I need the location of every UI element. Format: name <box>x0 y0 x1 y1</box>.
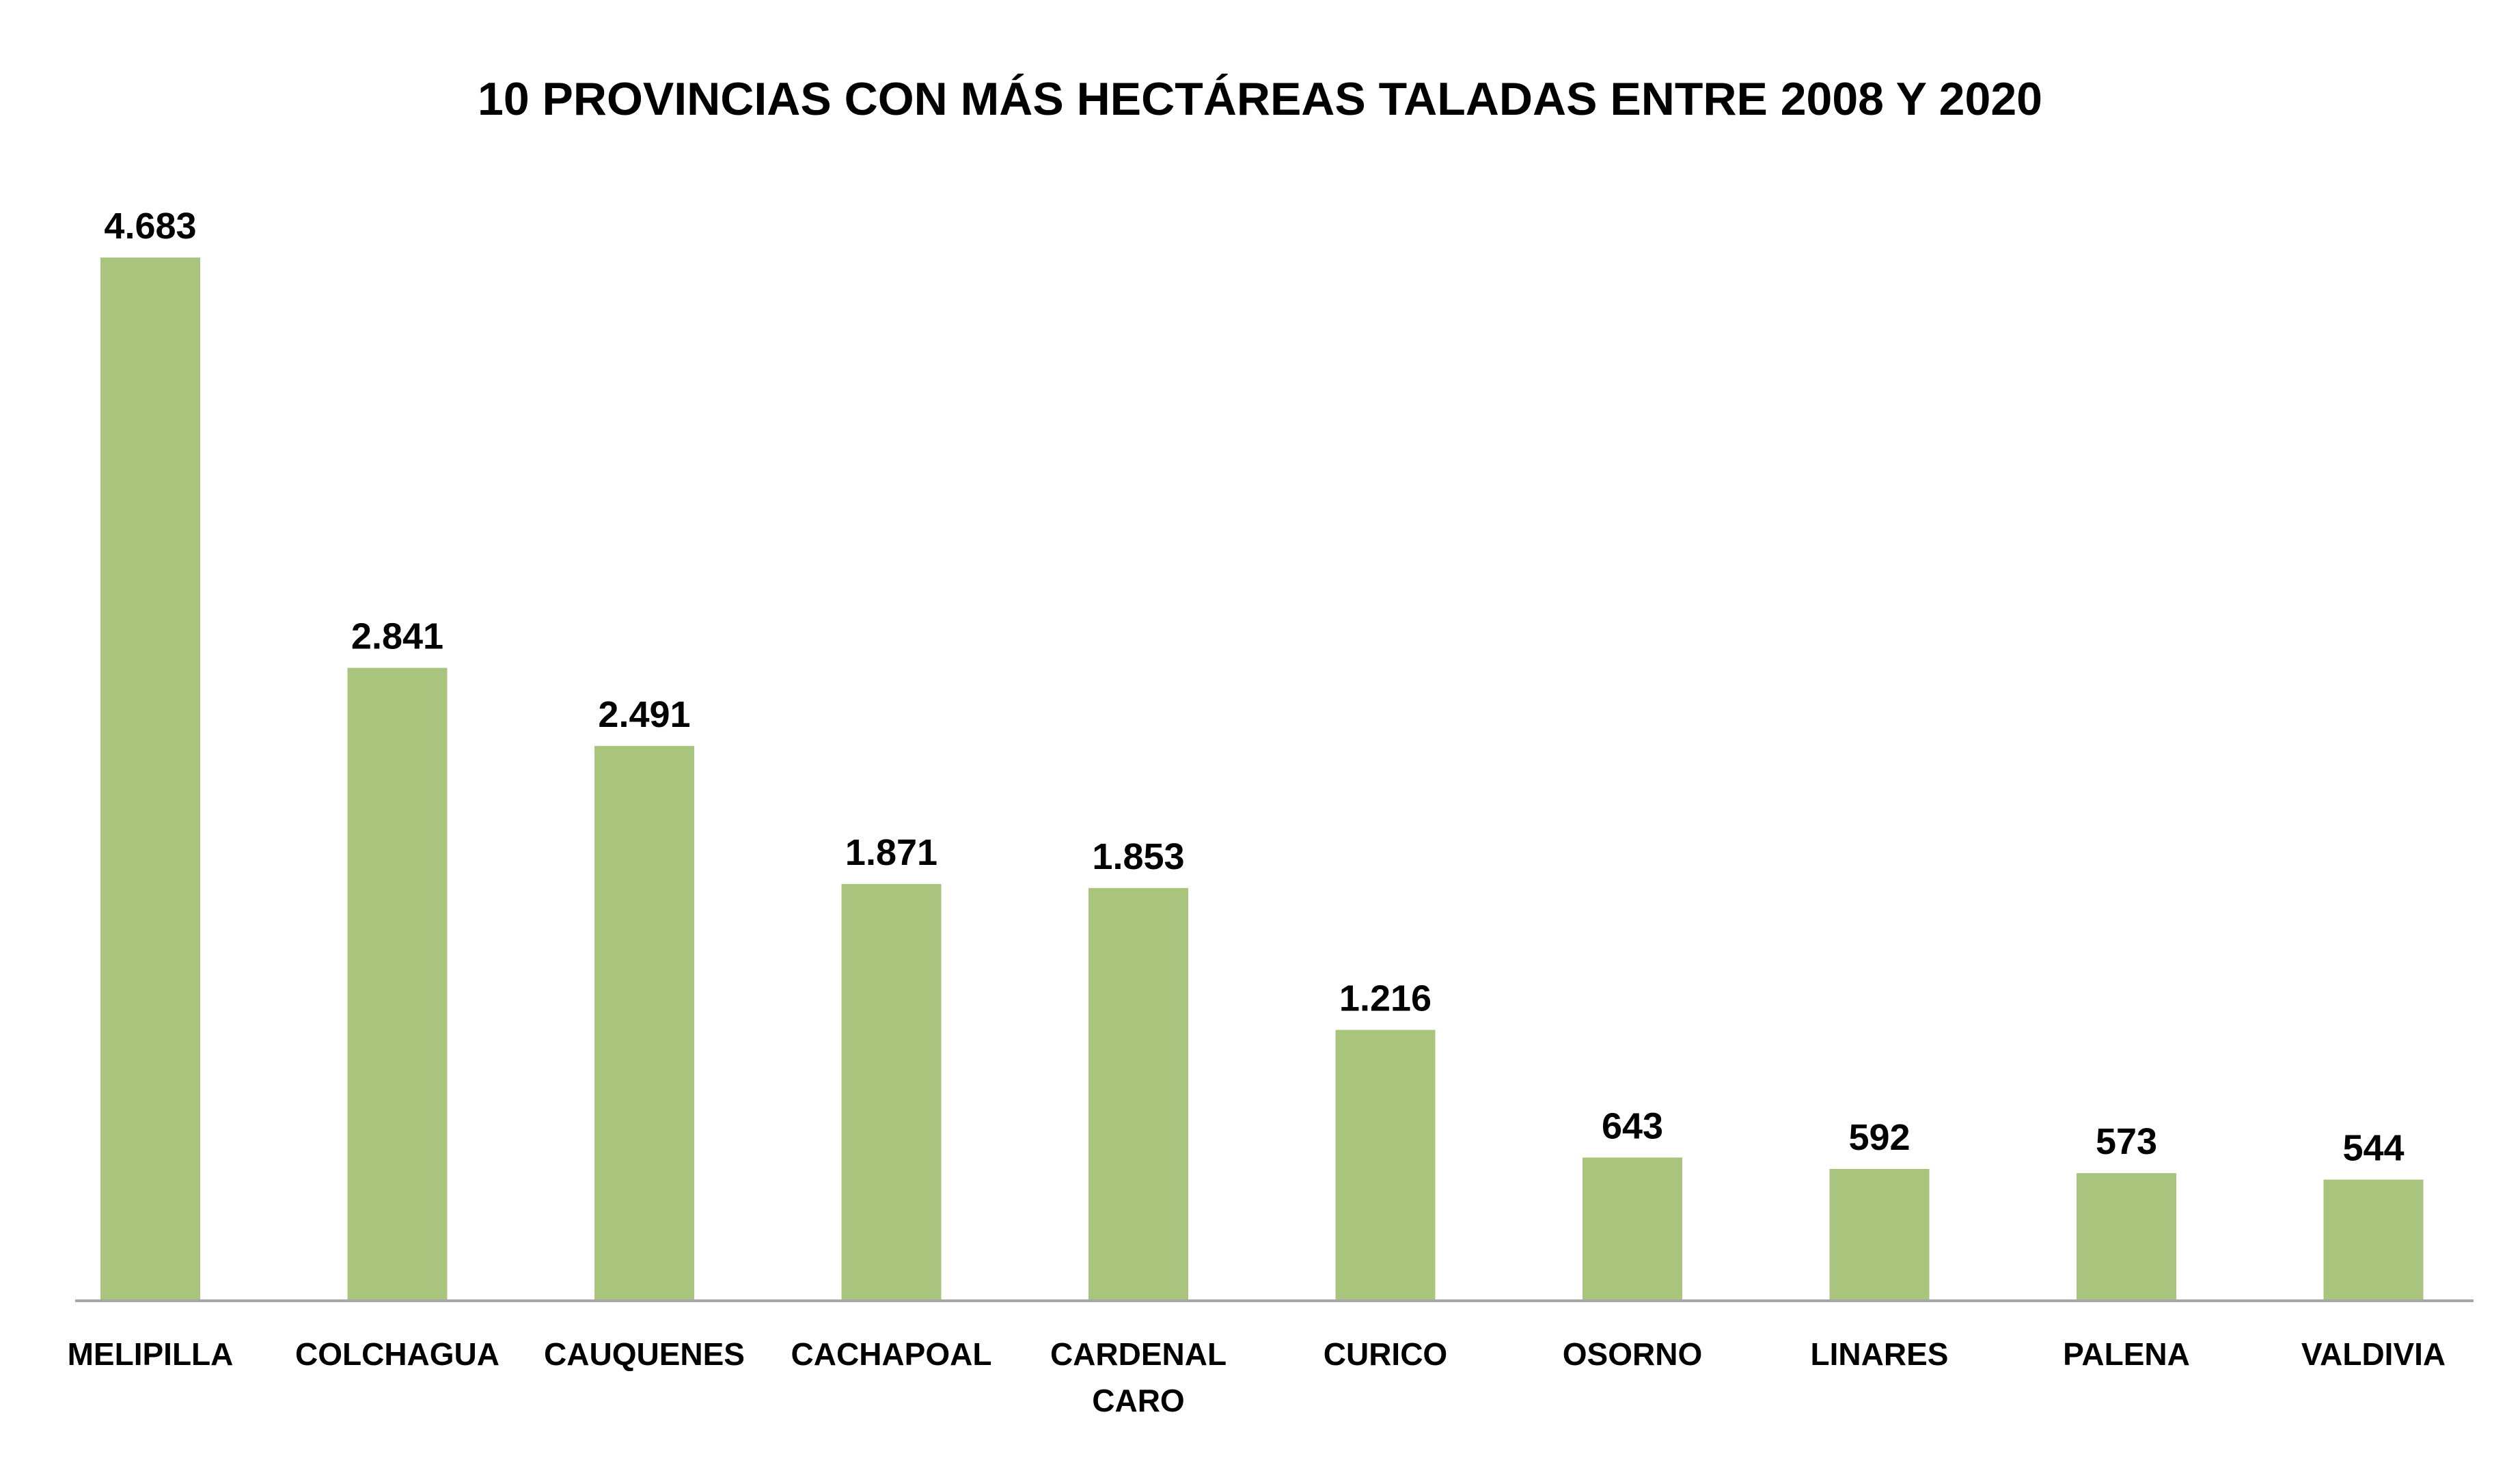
bar-value-label: 592 <box>1848 1117 1910 1158</box>
bar-value-label: 1.853 <box>1092 836 1184 877</box>
bar <box>1335 1030 1436 1301</box>
category-label: CARDENAL <box>1050 1336 1227 1372</box>
bar <box>2077 1173 2176 1301</box>
bar <box>2323 1179 2424 1301</box>
bar <box>594 745 694 1301</box>
bar-value-label: 2.491 <box>598 694 690 735</box>
category-label: CARO <box>1092 1383 1184 1418</box>
bar-value-label: 4.683 <box>104 206 196 247</box>
category-label: CURICO <box>1324 1336 1447 1372</box>
bars-group <box>100 258 2424 1301</box>
bar <box>1088 887 1188 1301</box>
bar-value-label: 544 <box>2342 1128 2404 1169</box>
bar-value-label: 2.841 <box>351 616 443 657</box>
category-label: PALENA <box>2063 1336 2190 1372</box>
bar-value-label: 1.216 <box>1339 978 1432 1019</box>
bar-value-label: 573 <box>2096 1121 2157 1162</box>
bar <box>347 667 448 1301</box>
bar <box>841 883 942 1301</box>
bar <box>1583 1157 1682 1301</box>
chart-title: 10 PROVINCIAS CON MÁS HECTÁREAS TALADAS … <box>478 73 2042 125</box>
category-labels-group: MELIPILLA COLCHAGUA CAUQUENES CACHAPOAL CARD… <box>68 1336 2446 1418</box>
category-label: CACHAPOAL <box>791 1336 992 1372</box>
category-label: MELIPILLA <box>68 1336 234 1372</box>
category-label: COLCHAGUA <box>295 1336 499 1372</box>
bar <box>1829 1169 1930 1301</box>
bar <box>100 258 200 1301</box>
category-label: CAUQUENES <box>544 1336 745 1372</box>
value-labels-group: 4.683 2.841 2.491 1.871 1.853 1.216 643 592 573 5… <box>104 206 2404 1169</box>
bar-value-label: 643 <box>1602 1105 1663 1146</box>
bar-value-label: 1.871 <box>845 832 937 873</box>
category-label: OSORNO <box>1563 1336 1702 1372</box>
category-label: LINARES <box>1811 1336 1949 1372</box>
category-label: VALDIVIA <box>2301 1336 2446 1372</box>
